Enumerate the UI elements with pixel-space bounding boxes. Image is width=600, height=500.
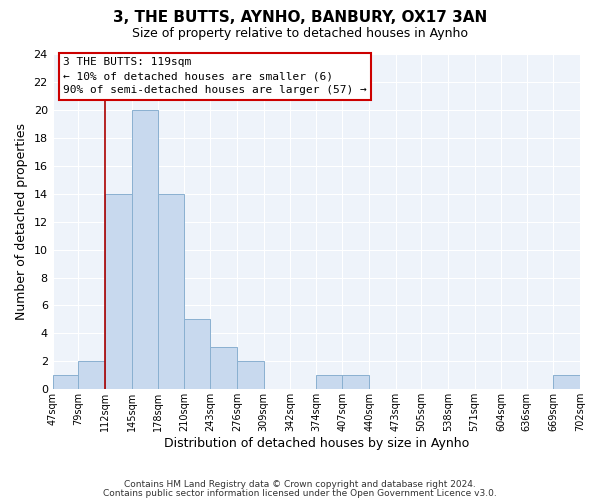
Bar (184, 320, 211, 390)
Bar (131, 110, 158, 390)
Text: Size of property relative to detached houses in Aynho: Size of property relative to detached ho… (132, 28, 468, 40)
Text: 3, THE BUTTS, AYNHO, BANBURY, OX17 3AN: 3, THE BUTTS, AYNHO, BANBURY, OX17 3AN (113, 10, 487, 25)
Text: Contains public sector information licensed under the Open Government Licence v3: Contains public sector information licen… (103, 488, 497, 498)
Bar (79, 362, 105, 390)
Bar (316, 376, 343, 390)
X-axis label: Distribution of detached houses by size in Aynho: Distribution of detached houses by size … (164, 437, 469, 450)
Bar (105, 194, 131, 390)
Text: Contains HM Land Registry data © Crown copyright and database right 2024.: Contains HM Land Registry data © Crown c… (124, 480, 476, 489)
Bar (343, 376, 369, 390)
Bar (553, 376, 580, 390)
Text: 3 THE BUTTS: 119sqm
← 10% of detached houses are smaller (6)
90% of semi-detache: 3 THE BUTTS: 119sqm ← 10% of detached ho… (63, 58, 367, 96)
Bar (211, 348, 237, 390)
Bar (53, 376, 79, 390)
Bar (237, 362, 263, 390)
Bar (158, 194, 184, 390)
Y-axis label: Number of detached properties: Number of detached properties (15, 123, 28, 320)
